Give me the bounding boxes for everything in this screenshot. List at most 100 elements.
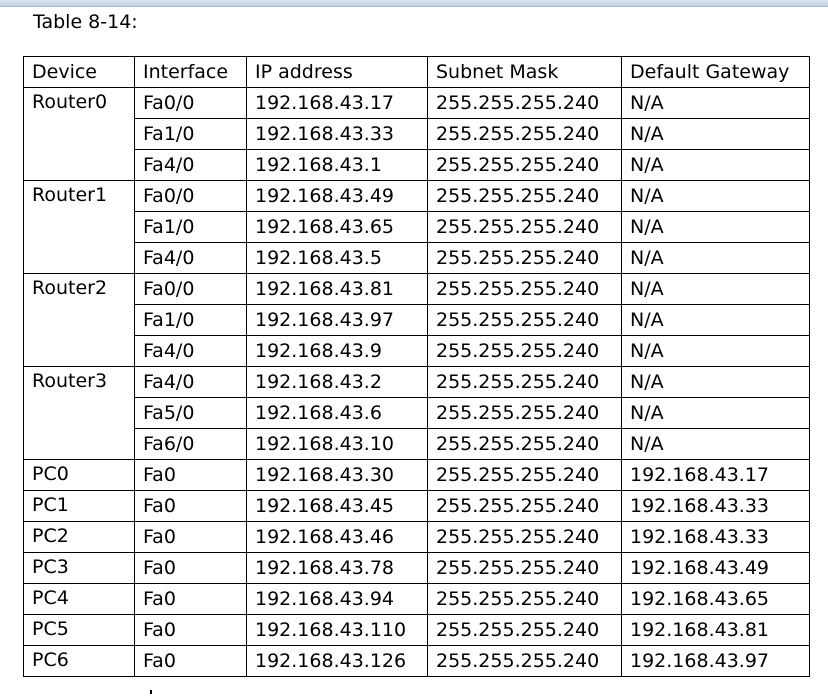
table-row: Router2 Fa0/0 192.168.43.81 255.255.255.240… bbox=[23, 273, 810, 367]
interface-cell: Fa0 bbox=[134, 459, 247, 491]
table-row: Router0 Fa0/0 192.168.43.17 255.255.255.240… bbox=[23, 87, 810, 181]
table-body: Router0 Fa0/0 192.168.43.17 255.255.255.240… bbox=[23, 87, 810, 677]
device-cell: PC1 bbox=[23, 490, 135, 522]
device-cell: PC6 bbox=[23, 645, 135, 677]
header-ip-address: IP address bbox=[246, 56, 428, 88]
ip-address-cell: 192.168.43.5 bbox=[246, 242, 428, 274]
table-row: Fa1/0 192.168.43.33 255.255.255.240 N/A bbox=[24, 118, 810, 150]
interface-cell: Fa4/0 bbox=[134, 242, 247, 274]
default-gateway-cell: 192.168.43.65 bbox=[621, 583, 810, 615]
default-gateway-cell: N/A bbox=[621, 211, 810, 243]
table-caption: Table 8-14: bbox=[33, 11, 138, 33]
device-cell: PC3 bbox=[23, 552, 135, 584]
device-cell: PC5 bbox=[23, 614, 135, 646]
interface-cell: Fa0/0 bbox=[134, 180, 247, 212]
table-row: Fa5/0 192.168.43.6 255.255.255.240 N/A bbox=[24, 397, 810, 429]
default-gateway-cell: N/A bbox=[621, 335, 810, 367]
ip-address-cell: 192.168.43.33 bbox=[246, 118, 428, 150]
interface-cell: Fa0/0 bbox=[134, 87, 247, 119]
ip-address-cell: 192.168.43.126 bbox=[246, 645, 428, 677]
device-cell: Router3 bbox=[23, 366, 135, 460]
interface-cell: Fa0 bbox=[134, 490, 247, 522]
default-gateway-cell: N/A bbox=[621, 180, 810, 212]
interface-cell: Fa1/0 bbox=[134, 304, 247, 336]
ip-address-cell: 192.168.43.110 bbox=[246, 614, 428, 646]
interface-cell: Fa0 bbox=[134, 552, 247, 584]
default-gateway-cell: 192.168.43.81 bbox=[621, 614, 810, 646]
table-row: Fa1/0 192.168.43.97 255.255.255.240 N/A bbox=[24, 304, 810, 336]
header-subnet-mask: Subnet Mask bbox=[427, 56, 622, 88]
subnet-mask-cell: 255.255.255.240 bbox=[427, 583, 622, 615]
subnet-mask-cell: 255.255.255.240 bbox=[427, 614, 622, 646]
table-row: Fa1/0 192.168.43.65 255.255.255.240 N/A bbox=[24, 211, 810, 243]
ip-address-cell: 192.168.43.2 bbox=[246, 366, 428, 398]
subnet-mask-cell: 255.255.255.240 bbox=[427, 552, 622, 584]
table-row: Fa4/0 192.168.43.5 255.255.255.240 N/A bbox=[24, 242, 810, 274]
default-gateway-cell: N/A bbox=[621, 304, 810, 336]
table-row: Router1 Fa0/0 192.168.43.49 255.255.255.240… bbox=[23, 180, 810, 274]
table-row: Fa4/0 192.168.43.9 255.255.255.240 N/A bbox=[24, 335, 810, 367]
subnet-mask-cell: 255.255.255.240 bbox=[427, 87, 622, 119]
header-default-gateway: Default Gateway bbox=[621, 56, 810, 88]
interface-cell: Fa0 bbox=[134, 614, 247, 646]
subnet-mask-cell: 255.255.255.240 bbox=[427, 428, 622, 460]
table-row: Fa4/0 192.168.43.1 255.255.255.240 N/A bbox=[24, 149, 810, 181]
subnet-mask-cell: 255.255.255.240 bbox=[427, 490, 622, 522]
ip-address-cell: 192.168.43.49 bbox=[246, 180, 428, 212]
ip-address-cell: 192.168.43.1 bbox=[246, 149, 428, 181]
ip-address-cell: 192.168.43.65 bbox=[246, 211, 428, 243]
default-gateway-cell: 192.168.43.33 bbox=[621, 490, 810, 522]
subnet-mask-cell: 255.255.255.240 bbox=[427, 149, 622, 181]
ip-address-cell: 192.168.43.78 bbox=[246, 552, 428, 584]
subnet-mask-cell: 255.255.255.240 bbox=[427, 459, 622, 491]
table-row: Fa6/0 192.168.43.10 255.255.255.240 N/A bbox=[24, 428, 810, 460]
table-row: PC4 Fa0 192.168.43.94 255.255.255.240 192.16… bbox=[23, 583, 810, 615]
interface-cell: Fa4/0 bbox=[134, 366, 247, 398]
interface-cell: Fa0 bbox=[134, 645, 247, 677]
subnet-mask-cell: 255.255.255.240 bbox=[427, 335, 622, 367]
ip-address-cell: 192.168.43.45 bbox=[246, 490, 428, 522]
ip-address-cell: 192.168.43.81 bbox=[246, 273, 428, 305]
device-cell: PC0 bbox=[23, 459, 135, 491]
table-row: PC0 Fa0 192.168.43.30 255.255.255.240 192.16… bbox=[23, 459, 810, 491]
subnet-mask-cell: 255.255.255.240 bbox=[427, 242, 622, 274]
interface-cell: Fa1/0 bbox=[134, 211, 247, 243]
table-row: PC2 Fa0 192.168.43.46 255.255.255.240 192.16… bbox=[23, 521, 810, 553]
default-gateway-cell: N/A bbox=[621, 149, 810, 181]
interface-cell: Fa6/0 bbox=[134, 428, 247, 460]
table-row: PC1 Fa0 192.168.43.45 255.255.255.240 192.16… bbox=[23, 490, 810, 522]
subnet-mask-cell: 255.255.255.240 bbox=[427, 397, 622, 429]
subnet-mask-cell: 255.255.255.240 bbox=[427, 366, 622, 398]
table-header-row: Device Interface IP address Subnet Mask … bbox=[23, 56, 810, 88]
device-cell: Router1 bbox=[23, 180, 135, 274]
default-gateway-cell: N/A bbox=[621, 428, 810, 460]
network-address-table: Device Interface IP address Subnet Mask … bbox=[23, 56, 810, 677]
ip-address-cell: 192.168.43.10 bbox=[246, 428, 428, 460]
interface-cell: Fa4/0 bbox=[134, 335, 247, 367]
default-gateway-cell: N/A bbox=[621, 118, 810, 150]
table-row: PC3 Fa0 192.168.43.78 255.255.255.240 192.16… bbox=[23, 552, 810, 584]
ip-address-cell: 192.168.43.30 bbox=[246, 459, 428, 491]
ip-address-cell: 192.168.43.9 bbox=[246, 335, 428, 367]
subnet-mask-cell: 255.255.255.240 bbox=[427, 180, 622, 212]
ip-address-cell: 192.168.43.17 bbox=[246, 87, 428, 119]
window-top-strip bbox=[0, 0, 828, 7]
interface-cell: Fa4/0 bbox=[134, 149, 247, 181]
subnet-mask-cell: 255.255.255.240 bbox=[427, 118, 622, 150]
text-cursor-mark bbox=[150, 690, 152, 694]
default-gateway-cell: 192.168.43.49 bbox=[621, 552, 810, 584]
subnet-mask-cell: 255.255.255.240 bbox=[427, 521, 622, 553]
table-row: PC6 Fa0 192.168.43.126 255.255.255.240 192.1… bbox=[23, 645, 810, 677]
ip-address-cell: 192.168.43.94 bbox=[246, 583, 428, 615]
subnet-mask-cell: 255.255.255.240 bbox=[427, 304, 622, 336]
interface-cell: Fa0 bbox=[134, 521, 247, 553]
subnet-mask-cell: 255.255.255.240 bbox=[427, 211, 622, 243]
interface-cell: Fa5/0 bbox=[134, 397, 247, 429]
default-gateway-cell: N/A bbox=[621, 242, 810, 274]
ip-address-cell: 192.168.43.46 bbox=[246, 521, 428, 553]
default-gateway-cell: N/A bbox=[621, 397, 810, 429]
default-gateway-cell: 192.168.43.97 bbox=[621, 645, 810, 677]
table-row: PC5 Fa0 192.168.43.110 255.255.255.240 192.1… bbox=[23, 614, 810, 646]
subnet-mask-cell: 255.255.255.240 bbox=[427, 645, 622, 677]
header-interface: Interface bbox=[134, 56, 247, 88]
